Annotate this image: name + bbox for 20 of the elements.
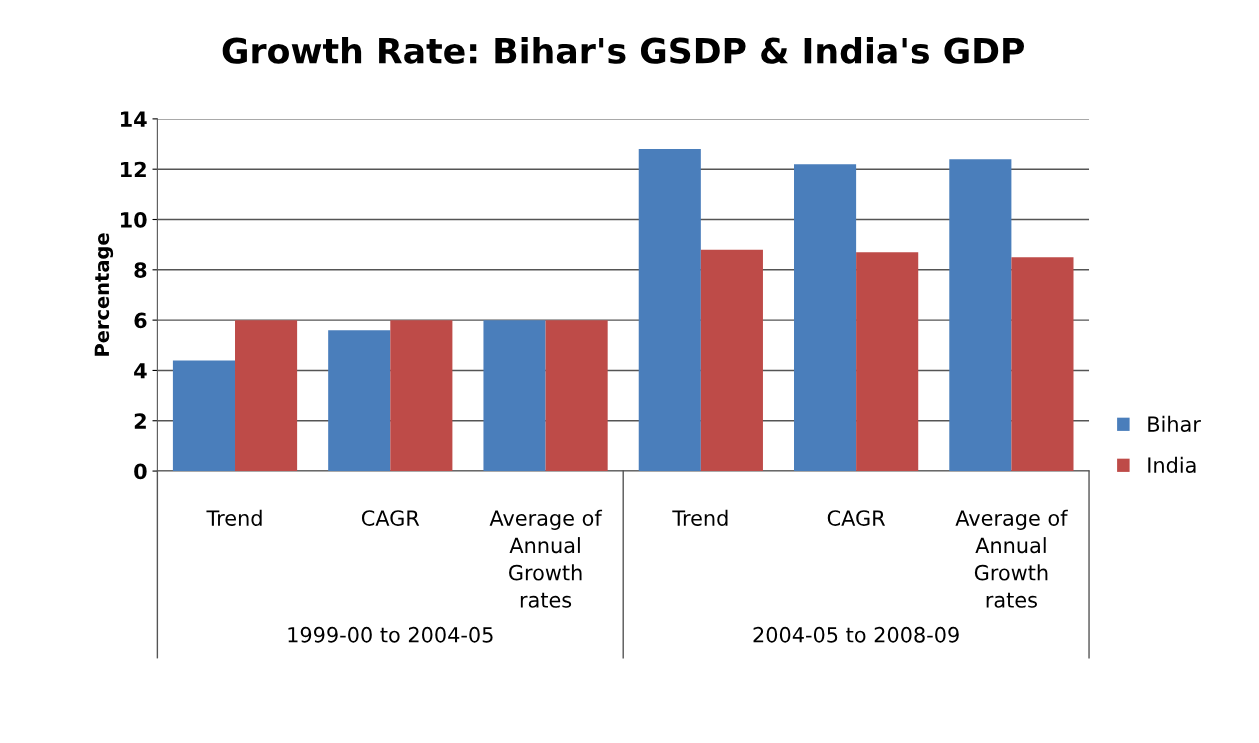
x-tick-label: CAGR bbox=[827, 510, 886, 526]
y-tick-label: 12 bbox=[121, 161, 146, 178]
x-tick-label: Trend bbox=[206, 509, 262, 526]
x-tick-label: CAGR bbox=[361, 510, 420, 526]
y-tick-label: 4 bbox=[134, 363, 147, 379]
text: 1999-00 to 2004-05 bbox=[288, 626, 493, 643]
y-axis-title: Percentage bbox=[94, 233, 114, 356]
y-tick-label: 10 bbox=[121, 211, 147, 228]
y-tick-label: 14 bbox=[121, 111, 147, 127]
y-tick-label: 0 bbox=[134, 463, 147, 480]
legend-label: Bihar bbox=[1148, 415, 1201, 432]
legend-label: India bbox=[1148, 456, 1196, 473]
text: 2004-05 to 2008-09 bbox=[753, 626, 959, 643]
x-tick-label: Average of Annual Growth rates bbox=[489, 509, 603, 608]
x-tick-label: Trend bbox=[672, 509, 728, 526]
y-tick-label: 8 bbox=[134, 262, 147, 279]
x-tick-label: Average of Annual Growth rates bbox=[955, 509, 1068, 608]
chart-title: Growth Rate: Bihar's GSDP & India's GDP bbox=[222, 36, 1025, 64]
y-tick-label: 2 bbox=[134, 413, 146, 429]
y-tick-label: 6 bbox=[134, 312, 147, 329]
